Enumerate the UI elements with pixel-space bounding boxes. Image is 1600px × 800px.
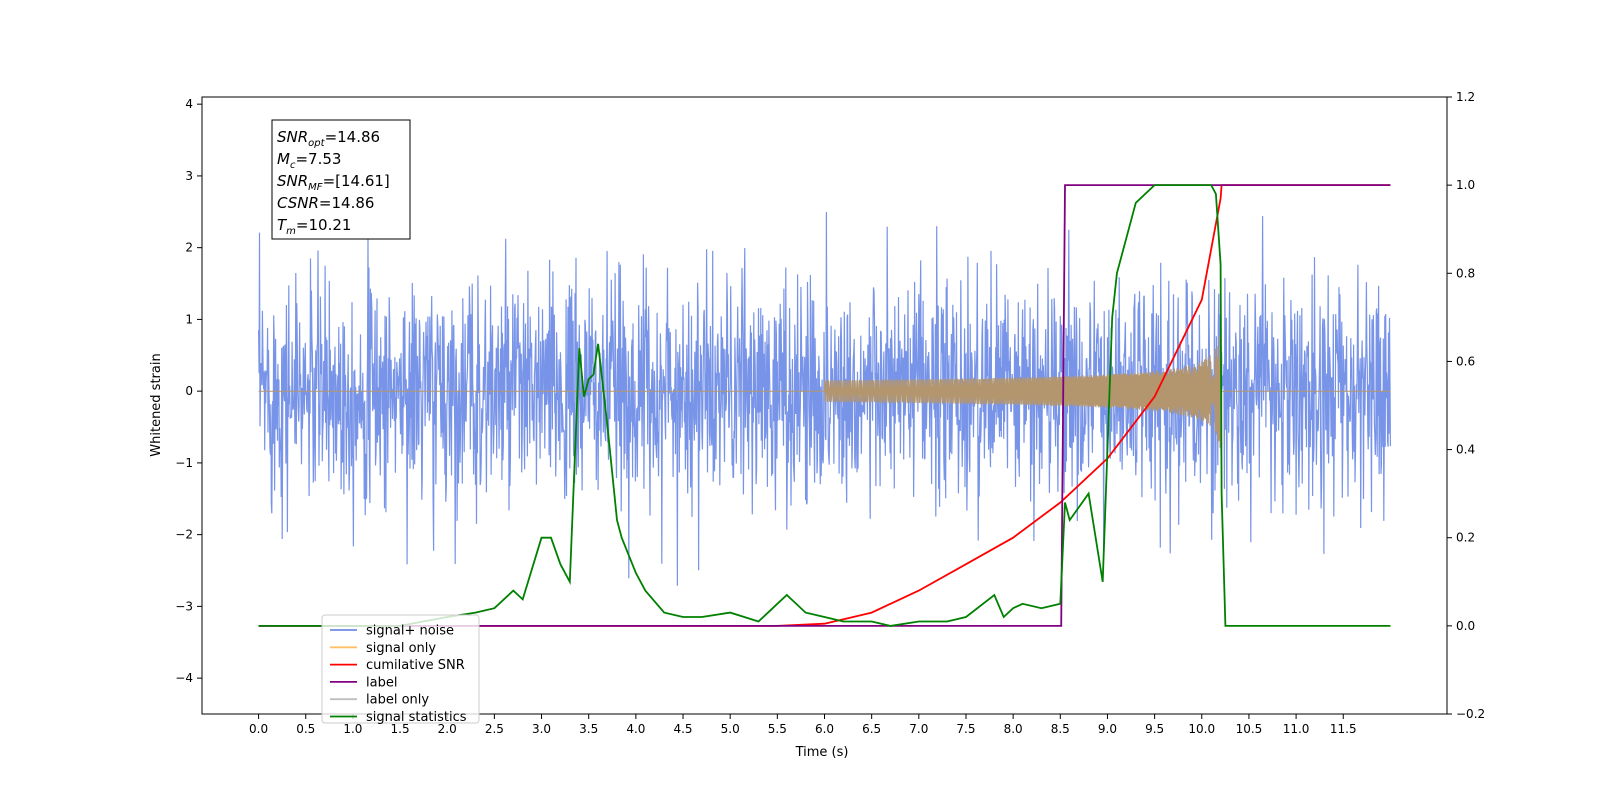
x-tick-label: 6.5 — [862, 722, 881, 736]
series-signal-statistics-line — [258, 184, 1391, 627]
y2-tick-label: 1.0 — [1456, 178, 1475, 192]
y-tick-label: 0 — [185, 384, 193, 398]
y-tick-label: −2 — [175, 528, 193, 542]
x-tick-label: 9.0 — [1098, 722, 1117, 736]
x-tick-label: 10.5 — [1236, 722, 1263, 736]
y-tick-label: −1 — [175, 456, 193, 470]
series-signal-only-line — [258, 332, 1391, 454]
x-tick-label: 10.0 — [1188, 722, 1215, 736]
x-tick-label: 8.0 — [1004, 722, 1023, 736]
annotation-box: SNRopt=14.86Mc=7.53SNRMF=[14.61]CSNR=14.… — [271, 119, 411, 240]
y2-tick-label: 0.8 — [1456, 266, 1475, 280]
x-tick-label: 7.5 — [956, 722, 975, 736]
y-axis-label: Whitened strain — [149, 353, 164, 456]
legend-label: cumilative SNR — [366, 658, 465, 673]
legend-label: signal statistics — [366, 710, 467, 725]
x-tick-label: 5.5 — [768, 722, 787, 736]
y-tick-label: 1 — [185, 312, 193, 326]
y2-tick-label: −0.2 — [1456, 707, 1485, 721]
x-tick-label: 0.5 — [296, 722, 315, 736]
x-tick-label: 9.5 — [1145, 722, 1164, 736]
series-label-line — [258, 184, 1391, 627]
legend-label: signal+ noise — [366, 624, 454, 639]
y-tick-label: −4 — [175, 671, 193, 685]
annotation-line: Mc=7.53 — [277, 150, 341, 171]
x-tick-label: 2.0 — [438, 722, 457, 736]
annotation-line: CSNR=14.86 — [277, 194, 374, 212]
legend-frame — [321, 614, 480, 724]
x-tick-label: 5.0 — [721, 722, 740, 736]
legend: signal+ noise signal only cumilative SNR la… — [321, 614, 480, 725]
y2-tick-label: 0.6 — [1456, 354, 1475, 368]
x-tick-label: 1.0 — [343, 722, 362, 736]
plot-area — [258, 184, 1391, 627]
x-tick-label: 1.5 — [391, 722, 410, 736]
x-tick-label: 11.0 — [1283, 722, 1310, 736]
annotation-frame — [271, 119, 411, 240]
y2-tick-label: 0.4 — [1456, 443, 1475, 457]
y-tick-label: 4 — [185, 97, 193, 111]
x-tick-label: 3.5 — [579, 722, 598, 736]
annotation-line: Tm=10.21 — [277, 216, 351, 237]
legend-label: label — [366, 675, 397, 690]
x-tick-label: 4.5 — [673, 722, 692, 736]
x-tick-label: 7.0 — [909, 722, 928, 736]
annotation-line: SNRopt=14.86 — [277, 128, 380, 149]
legend-label: signal only — [366, 641, 436, 656]
x-tick-label: 0.0 — [249, 722, 268, 736]
x-tick-label: 2.5 — [485, 722, 504, 736]
y2-tick-label: 0.0 — [1456, 619, 1475, 633]
x-tick-label: 6.0 — [815, 722, 834, 736]
legend-label: label only — [366, 693, 429, 708]
x-tick-label: 8.5 — [1051, 722, 1070, 736]
x-tick-label: 11.5 — [1330, 722, 1357, 736]
y2-tick-label: 1.2 — [1456, 90, 1475, 104]
x-tick-label: 3.0 — [532, 722, 551, 736]
annotation-line: SNRMF=[14.61] — [277, 172, 390, 193]
axis-ticks: 0.0 0.5 1.0 1.5 2.0 2.5 3.0 3.5 4.0 4.5 5.0 5.5 6.0 6… — [175, 90, 1485, 736]
x-axis-label: Time (s) — [795, 745, 849, 760]
y-tick-label: 3 — [185, 169, 193, 183]
y2-tick-label: 0.2 — [1456, 531, 1475, 545]
x-tick-label: 4.0 — [626, 722, 645, 736]
y-tick-label: −3 — [175, 599, 193, 613]
y-tick-label: 2 — [185, 241, 193, 255]
